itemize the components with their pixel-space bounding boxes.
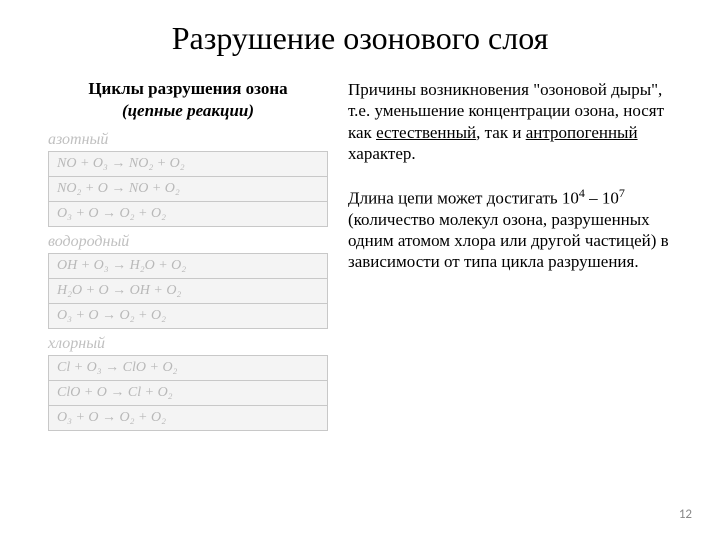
reaction-cell: NO + O₃ → NO₂ + O₂	[49, 152, 328, 177]
text: Длина цепи может достигать 10	[348, 189, 579, 208]
text: (количество молекул озона, разрушенных о…	[348, 210, 669, 272]
reaction-cell: NO₂ + O → NO + O₂	[49, 177, 328, 202]
text: , так и	[476, 123, 526, 142]
slide-title: Разрушение озонового слоя	[48, 20, 672, 57]
reaction-cell: O₃ + O → O₂ + O₂	[49, 304, 328, 329]
reaction-cell: O₃ + O → O₂ + O₂	[49, 202, 328, 227]
right-column: Причины возникновения "озоновой дыры", т…	[348, 79, 672, 431]
left-heading: Циклы разрушения озона	[48, 79, 328, 99]
reaction-table-nitrogen: NO + O₃ → NO₂ + O₂ NO₂ + O → NO + O₂ O₃ …	[48, 151, 328, 227]
reaction-table-chlorine: Cl + O₃ → ClO + O₂ ClO + O → Cl + O₂ O₃ …	[48, 355, 328, 431]
cycle-label-nitrogen: азотный	[48, 131, 328, 149]
reaction-cell: O₃ + O → O₂ + O₂	[49, 406, 328, 431]
left-column: Циклы разрушения озона (цепные реакции) …	[48, 79, 328, 431]
superscript: 7	[619, 186, 625, 200]
text: характер.	[348, 144, 416, 163]
reaction-cell: ClO + O → Cl + O₂	[49, 381, 328, 406]
page-number: 12	[679, 507, 692, 522]
paragraph-chain-length: Длина цепи может достигать 104 – 107 (ко…	[348, 186, 672, 273]
paragraph-causes: Причины возникновения "озоновой дыры", т…	[348, 79, 672, 164]
reaction-cell: Cl + O₃ → ClO + O₂	[49, 356, 328, 381]
text: – 10	[585, 189, 619, 208]
cycle-label-chlorine: хлорный	[48, 335, 328, 353]
reaction-table-hydrogen: OH + O₃ → H₂O + O₂ H₂O + O → OH + O₂ O₃ …	[48, 253, 328, 329]
cycle-label-hydrogen: водородный	[48, 233, 328, 251]
reaction-cell: H₂O + O → OH + O₂	[49, 279, 328, 304]
underlined-natural: естественный	[376, 123, 476, 142]
left-subheading: (цепные реакции)	[48, 101, 328, 121]
underlined-anthropogenic: антропогенный	[526, 123, 638, 142]
reaction-cell: OH + O₃ → H₂O + O₂	[49, 254, 328, 279]
